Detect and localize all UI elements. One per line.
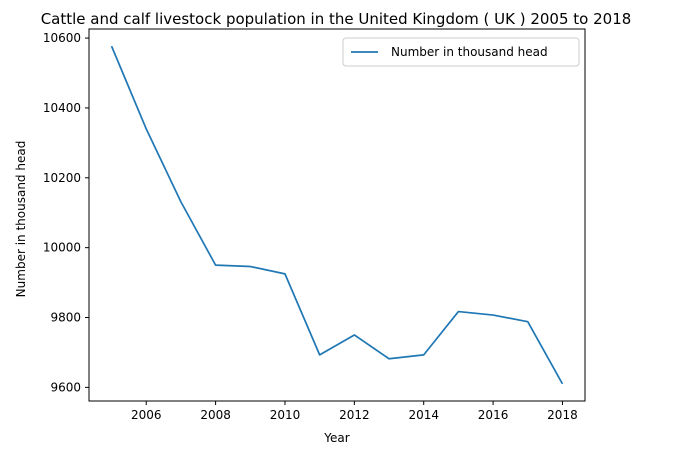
data-point-2010 — [284, 273, 286, 275]
x-tick-label-2012: 2012 — [339, 408, 370, 422]
x-tick-label-2018: 2018 — [547, 408, 578, 422]
data-point-2011 — [319, 354, 321, 356]
data-point-2015 — [457, 311, 459, 313]
data-point-2007 — [180, 201, 182, 203]
y-tick-label-10600: 10600 — [43, 31, 81, 45]
x-axis-label: Year — [323, 431, 349, 445]
y-tick-label-9800: 9800 — [50, 311, 81, 325]
data-point-2006 — [145, 128, 147, 130]
data-point-2008 — [215, 264, 217, 266]
plot-frame — [88, 28, 586, 402]
data-point-2014 — [423, 354, 425, 356]
data-point-2017 — [527, 321, 529, 323]
y-tick-label-10200: 10200 — [43, 171, 81, 185]
data-point-2009 — [249, 266, 251, 268]
legend-label-series-0: Number in thousand head — [391, 45, 548, 59]
data-point-2016 — [492, 314, 494, 316]
x-tick-label-2014: 2014 — [408, 408, 439, 422]
x-tick-label-2016: 2016 — [478, 408, 509, 422]
y-tick-label-10400: 10400 — [43, 101, 81, 115]
ticks-layer: 2006 2008 2010 2012 2014 2016 2018 9600 9800 1000… — [43, 31, 578, 422]
data-point-2018 — [562, 383, 564, 385]
y-tick-label-10000: 10000 — [43, 241, 81, 255]
y-axis-label: Number in thousand head — [14, 141, 28, 298]
data-point-2012 — [353, 334, 355, 336]
data-point-2013 — [388, 358, 390, 360]
data-point-2005 — [111, 45, 113, 47]
x-tick-label-2008: 2008 — [200, 408, 231, 422]
x-tick-label-2006: 2006 — [131, 408, 162, 422]
legend: Number in thousand head — [342, 37, 580, 67]
x-tick-label-2010: 2010 — [270, 408, 301, 422]
legend-box — [342, 37, 580, 67]
y-tick-label-9600: 9600 — [50, 380, 81, 394]
series-line-0 — [110, 45, 564, 385]
chart-title: Cattle and calf livestock population in … — [41, 10, 632, 28]
series-layer — [110, 45, 564, 385]
